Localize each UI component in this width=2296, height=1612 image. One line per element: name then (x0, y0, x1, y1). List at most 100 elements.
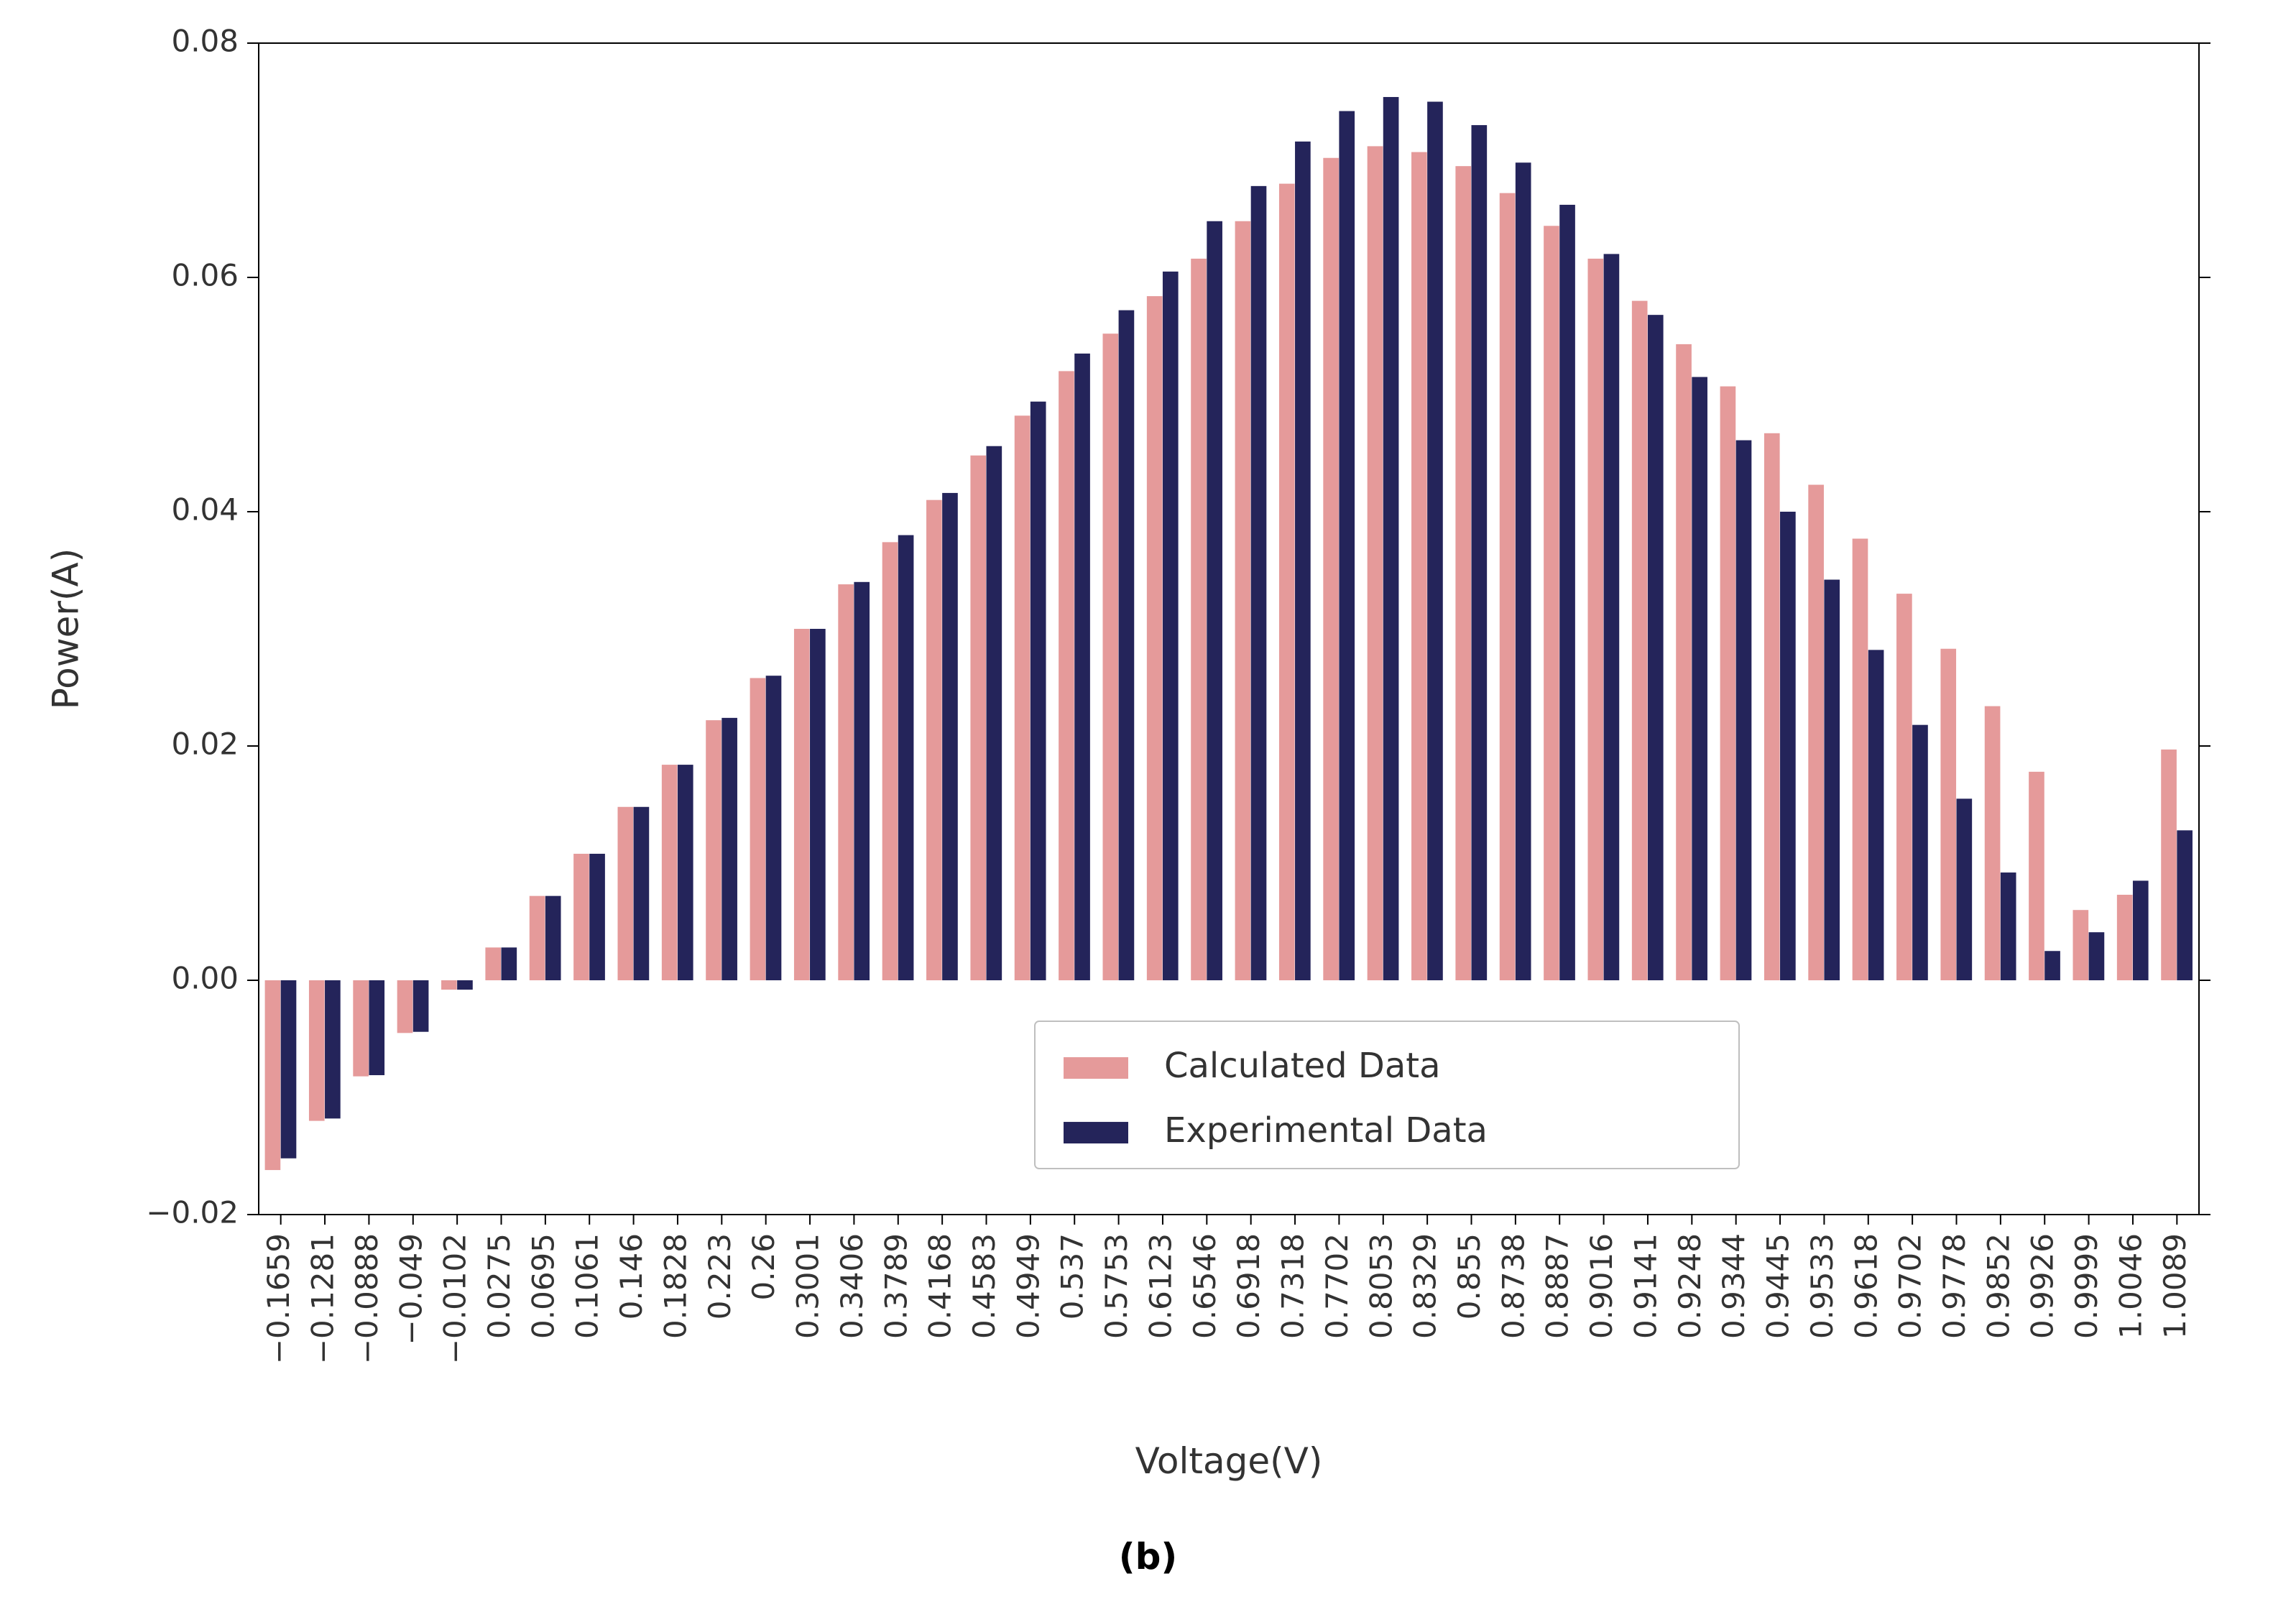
y-tick-label: 0.00 (171, 961, 239, 996)
bar-experimental (1780, 512, 1796, 980)
x-tick-label: 0.9141 (1628, 1233, 1663, 1339)
bar-experimental (2044, 951, 2060, 980)
bar-experimental (1736, 441, 1752, 980)
x-tick-label: 1.0046 (2113, 1233, 2148, 1339)
bar-calculated (1191, 259, 1207, 980)
bar-experimental (1868, 650, 1884, 980)
legend-swatch (1064, 1057, 1128, 1079)
bar-calculated (1235, 221, 1251, 980)
x-tick-label: 0.9016 (1584, 1233, 1619, 1339)
x-tick-label: −0.0888 (349, 1233, 384, 1364)
bar-experimental (1648, 315, 1664, 980)
chart-container: −0.020.000.020.040.060.08Power(A)−0.1659… (0, 0, 2296, 1612)
bar-calculated (485, 947, 501, 980)
bar-calculated (1323, 158, 1339, 980)
x-tick-label: 0.6918 (1231, 1233, 1266, 1339)
bar-calculated (618, 807, 634, 980)
x-tick-label: 0.26 (746, 1233, 781, 1301)
bar-calculated (1103, 333, 1119, 980)
x-tick-label: −0.1281 (305, 1233, 341, 1364)
bar-calculated (970, 456, 986, 980)
x-tick-label: 0.8738 (1495, 1233, 1531, 1339)
bar-experimental (2133, 880, 2149, 980)
y-tick-label: 0.06 (171, 258, 239, 293)
bar-calculated (750, 678, 766, 980)
x-tick-label: 0.0275 (481, 1233, 517, 1339)
x-tick-label: 0.6546 (1187, 1233, 1222, 1339)
bar-experimental (1427, 102, 1443, 981)
x-tick-label: 0.9926 (2025, 1233, 2060, 1339)
x-tick-label: 0.7318 (1276, 1233, 1311, 1339)
bar-calculated (309, 980, 325, 1121)
x-tick-label: 0.5753 (1099, 1233, 1134, 1339)
bar-calculated (353, 980, 369, 1077)
bar-calculated (265, 980, 281, 1170)
bar-experimental (1295, 142, 1311, 980)
bar-experimental (325, 980, 341, 1118)
bar-calculated (1896, 594, 1912, 980)
bar-experimental (1163, 272, 1179, 980)
bar-experimental (1604, 254, 1620, 980)
x-tick-label: 0.9533 (1804, 1233, 1840, 1339)
bar-experimental (1824, 580, 1840, 980)
bar-calculated (441, 980, 457, 990)
bar-calculated (573, 854, 589, 980)
bar-calculated (662, 765, 678, 980)
bar-experimental (1912, 725, 1928, 980)
bar-experimental (1207, 221, 1222, 980)
y-axis-label: Power(A) (45, 548, 87, 709)
x-axis-label: Voltage(V) (1135, 1440, 1323, 1482)
bar-calculated (1455, 166, 1471, 980)
bar-calculated (794, 629, 810, 980)
x-tick-label: 0.8329 (1408, 1233, 1443, 1339)
bar-experimental (2177, 830, 2193, 980)
bar-experimental (942, 493, 958, 980)
x-tick-label: 1.0089 (2157, 1233, 2193, 1339)
x-tick-label: 0.8887 (1540, 1233, 1575, 1339)
bar-experimental (1957, 798, 1973, 980)
x-tick-label: 0.223 (702, 1233, 737, 1319)
bar-calculated (2161, 750, 2177, 980)
x-tick-label: −0.049 (393, 1233, 428, 1345)
bar-calculated (1500, 193, 1516, 980)
x-tick-label: 0.146 (614, 1233, 649, 1319)
x-tick-label: 0.855 (1452, 1233, 1487, 1319)
x-tick-label: 0.4168 (923, 1233, 958, 1339)
bar-calculated (1147, 296, 1163, 980)
x-tick-label: −0.0102 (438, 1233, 473, 1364)
x-tick-label: 0.1061 (570, 1233, 605, 1339)
x-tick-label: 0.3001 (790, 1233, 826, 1339)
bar-experimental (281, 980, 297, 1159)
x-tick-label: 0.9778 (1937, 1233, 1972, 1339)
bar-experimental (369, 980, 384, 1075)
bar-calculated (2073, 910, 2089, 980)
bar-calculated (1985, 706, 2001, 980)
bar-calculated (1632, 301, 1648, 980)
bar-experimental (1516, 162, 1531, 980)
bar-experimental (457, 980, 473, 990)
y-tick-label: 0.04 (171, 492, 239, 528)
x-tick-label: 0.537 (1055, 1233, 1090, 1319)
bar-calculated (1368, 146, 1383, 980)
bar-calculated (1015, 415, 1031, 980)
bar-calculated (1279, 184, 1295, 980)
y-tick-label: 0.02 (171, 727, 239, 762)
bar-calculated (838, 584, 854, 980)
bar-experimental (413, 980, 429, 1032)
bar-calculated (882, 542, 898, 980)
power-voltage-bar-chart: −0.020.000.020.040.060.08Power(A)−0.1659… (0, 0, 2296, 1612)
legend-label: Calculated Data (1164, 1046, 1441, 1086)
bar-calculated (1544, 226, 1559, 980)
legend-swatch (1064, 1122, 1128, 1143)
bar-experimental (1383, 97, 1399, 980)
bar-calculated (530, 896, 545, 980)
bar-experimental (1074, 354, 1090, 980)
bar-experimental (678, 765, 693, 980)
x-tick-label: −0.1659 (261, 1233, 296, 1364)
bar-experimental (1119, 310, 1135, 980)
bar-calculated (2117, 895, 2133, 980)
y-tick-label: −0.02 (146, 1195, 239, 1230)
bar-calculated (2029, 772, 2044, 980)
bar-calculated (1720, 387, 1736, 980)
x-tick-label: 0.9618 (1848, 1233, 1884, 1339)
